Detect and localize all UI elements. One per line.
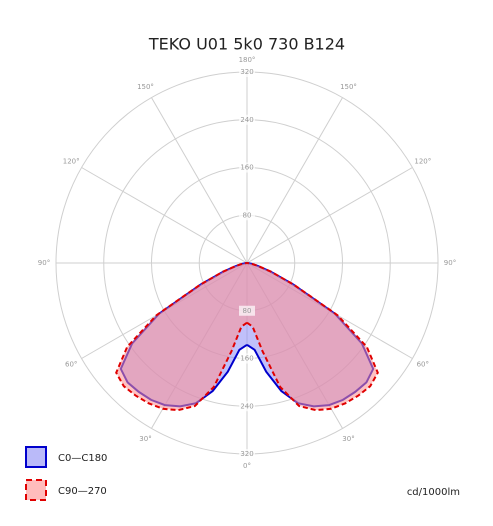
angle-label: 120° [414, 158, 431, 166]
angle-label: 150° [137, 83, 154, 91]
r-tick-label: 80 [243, 307, 252, 315]
tick-label-bg [239, 449, 255, 459]
legend-label: C0—C180 [58, 453, 107, 464]
angle-label: 60° [65, 361, 77, 369]
r-tick-label: 240 [240, 116, 253, 124]
angle-label: 90° [38, 259, 50, 267]
legend-swatch [25, 446, 47, 468]
angle-label: 60° [417, 361, 429, 369]
r-tick-label: 320 [240, 450, 253, 458]
series-line [246, 262, 379, 412]
tick-label-bg [239, 305, 255, 316]
grid-spoke [246, 97, 343, 264]
r-tick-label: 320 [240, 68, 253, 76]
tick-label-bg [239, 353, 255, 364]
tick-label-bg [239, 210, 255, 221]
series-area [116, 263, 247, 411]
legend-swatch [25, 479, 47, 501]
angle-label: 30° [139, 435, 151, 443]
angle-label: 30° [342, 435, 354, 443]
r-tick-label: 80 [243, 211, 252, 219]
series-area [247, 263, 378, 411]
angle-label: 0° [243, 462, 251, 470]
tick-label-bg [239, 162, 255, 173]
grid-spoke [246, 167, 413, 264]
angle-label: 150° [340, 83, 357, 91]
angle-label: 180° [239, 56, 256, 64]
grid-spoke [151, 97, 248, 264]
r-tick-label: 160 [240, 355, 253, 363]
tick-label-bg [239, 114, 255, 125]
r-tick-label: 160 [240, 164, 253, 172]
angle-label: 90° [444, 259, 456, 267]
angle-label: 120° [63, 158, 80, 166]
legend-label: C90—270 [58, 486, 107, 497]
tick-label-bg [239, 401, 255, 412]
chart-title: TEKO U01 5k0 730 B124 [148, 35, 345, 54]
r-tick-label: 240 [240, 402, 253, 410]
tick-label-bg [239, 67, 255, 77]
unit-label: cd/1000lm [407, 487, 460, 498]
series-line [115, 262, 248, 412]
grid-spoke [81, 167, 248, 264]
